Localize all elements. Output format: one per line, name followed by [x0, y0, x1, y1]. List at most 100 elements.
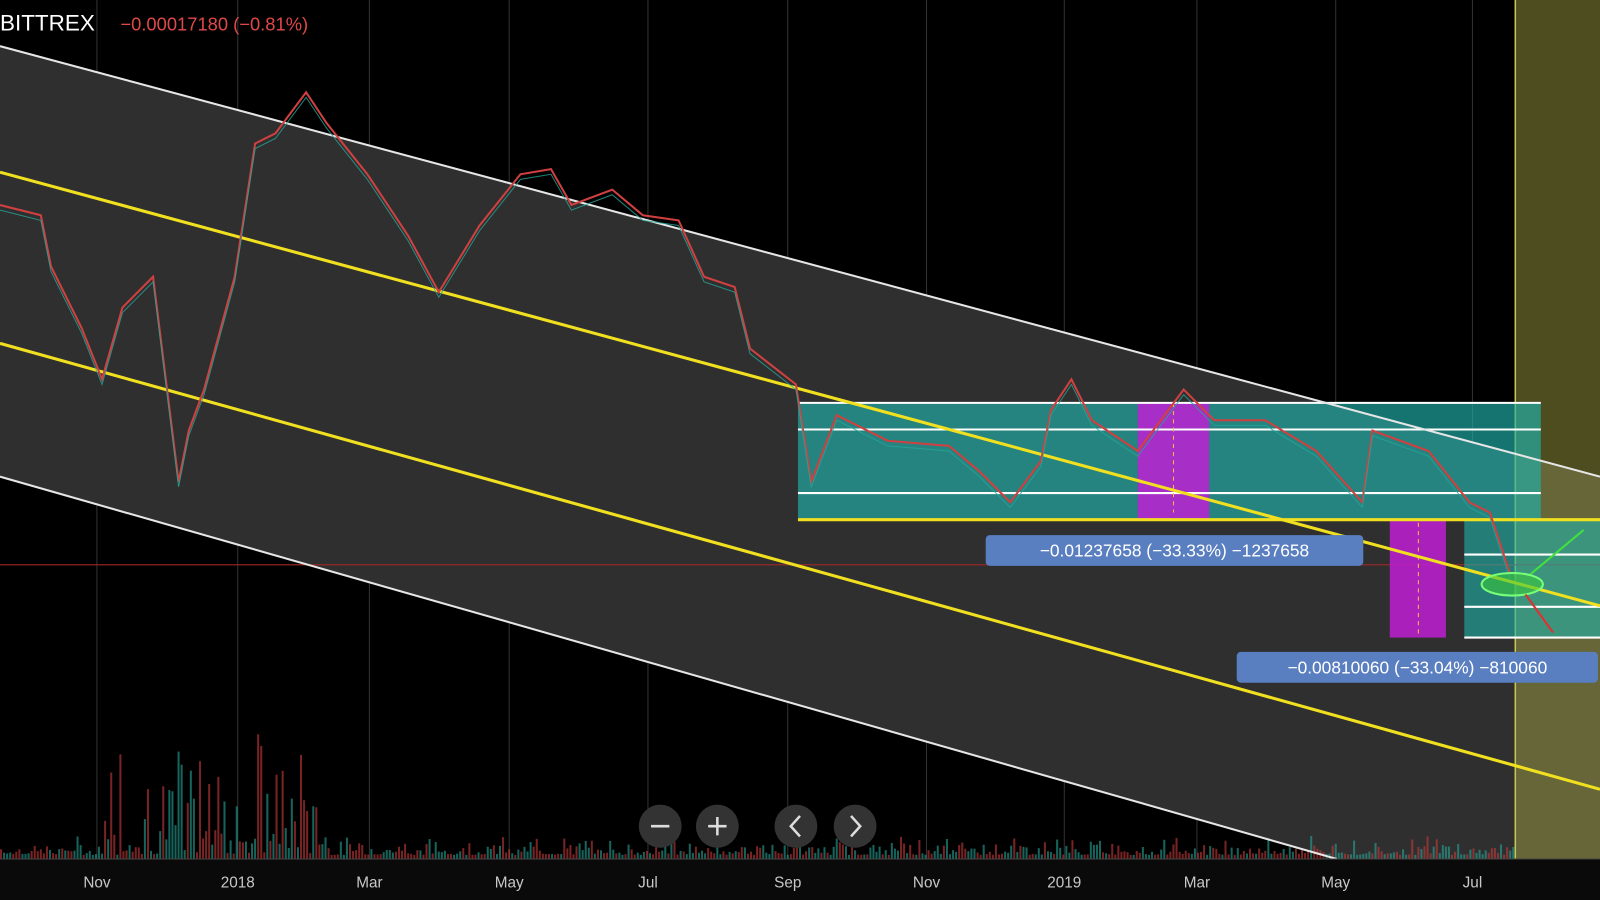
volume-bar: [704, 853, 707, 859]
volume-bar: [146, 789, 149, 859]
volume-bar: [1102, 852, 1105, 859]
price-change: −0.00017180 (−0.81%): [120, 14, 308, 35]
volume-bar: [125, 850, 128, 859]
volume-bar: [1166, 854, 1169, 859]
volume-bar: [309, 853, 312, 859]
volume-bar: [841, 844, 844, 859]
volume-bar: [1239, 854, 1242, 859]
volume-bar: [713, 853, 716, 859]
volume-bar: [1374, 842, 1377, 859]
yellow-line: [0, 170, 1600, 608]
volume-bar: [621, 854, 624, 859]
volume-bar: [1438, 853, 1441, 859]
volume-bar: [1288, 847, 1291, 859]
volume-bar: [1050, 852, 1053, 859]
volume-bar: [505, 852, 508, 859]
volume-bar: [241, 842, 244, 859]
volume-bar: [287, 847, 290, 859]
volume-bar: [1334, 843, 1337, 859]
volume-bar: [939, 853, 942, 859]
volume-bar: [174, 825, 177, 859]
volume-bar: [523, 846, 526, 859]
volume-bar: [1129, 854, 1132, 859]
volume-bar: [554, 854, 557, 859]
volume-bar: [91, 854, 94, 859]
volume-bar: [303, 800, 306, 859]
volume-bar: [774, 851, 777, 859]
volume-bar: [1215, 848, 1218, 859]
volume-bar: [165, 839, 168, 859]
volume-bar: [180, 764, 183, 859]
volume-bar: [685, 854, 688, 859]
volume-bar: [538, 850, 541, 859]
scroll-right-button[interactable]: [833, 804, 877, 848]
volume-bar: [1451, 854, 1454, 859]
volume-bar: [1117, 845, 1120, 859]
volume-bar: [1258, 848, 1261, 859]
volume-bar: [419, 850, 422, 859]
volume-bar: [208, 784, 211, 859]
volume-bar: [290, 798, 293, 859]
volume-bar: [1080, 854, 1083, 859]
volume-bar: [615, 853, 618, 859]
volume-bar: [544, 854, 547, 859]
volume-bar: [1135, 851, 1138, 859]
volume-bar: [1457, 844, 1460, 859]
volume-bar: [566, 848, 569, 859]
volume-bar: [590, 840, 593, 859]
volume-bar: [1160, 849, 1163, 859]
volume-bar: [694, 846, 697, 859]
volume-bar: [477, 852, 480, 859]
volume-bar: [609, 840, 612, 859]
volume-bar: [927, 850, 930, 859]
volume-bar: [263, 852, 266, 859]
volume-bar: [844, 846, 847, 859]
volume-bar: [606, 852, 609, 859]
volume-bar: [6, 853, 9, 859]
volume-bar: [768, 854, 771, 859]
volume-bar: [352, 850, 355, 859]
volume-bar: [945, 838, 948, 859]
volume-bar: [514, 854, 517, 859]
volume-bar: [771, 844, 774, 859]
volume-bar: [370, 849, 373, 859]
volume-bar: [1475, 852, 1478, 859]
volume-bar: [336, 854, 339, 859]
volume-bar: [388, 849, 391, 859]
volume-bar: [572, 854, 575, 859]
volume-bar: [1261, 852, 1264, 859]
volume-bar: [18, 849, 21, 859]
volume-bar: [1383, 854, 1386, 859]
volume-bar: [1444, 846, 1447, 859]
volume-bar: [220, 833, 223, 859]
volume-bar: [437, 851, 440, 859]
volume-bar: [667, 853, 670, 859]
volume-bar: [315, 807, 318, 859]
volume-bar: [385, 850, 388, 859]
volume-bar: [933, 851, 936, 859]
volume-bar: [642, 851, 645, 859]
volume-bar: [462, 848, 465, 859]
volume-bar: [1062, 854, 1065, 859]
volume-bar: [887, 854, 890, 859]
volume-bar: [306, 810, 309, 859]
volume: [0, 734, 1515, 859]
volume-bar: [520, 851, 523, 859]
volume-bar: [805, 851, 808, 859]
volume-bar: [783, 845, 786, 859]
volume-bar: [547, 853, 550, 859]
volume-bar: [186, 802, 189, 859]
volume-bar: [636, 852, 639, 859]
volume-bar: [664, 842, 667, 859]
volume-bar: [1004, 851, 1007, 859]
volume-bar: [131, 851, 134, 859]
volume-bar: [1105, 853, 1108, 859]
volume-bar: [254, 838, 257, 859]
scroll-left-button[interactable]: [774, 804, 818, 848]
volume-bar: [342, 854, 345, 859]
axis-labels: Nov 2018 Mar May Jul Sep Nov 2019 Mar May Jul: [83, 875, 1482, 892]
volume-bar: [893, 848, 896, 859]
volume-bar: [526, 851, 529, 859]
volume-bar: [1227, 854, 1230, 859]
volume-bar: [866, 854, 869, 859]
